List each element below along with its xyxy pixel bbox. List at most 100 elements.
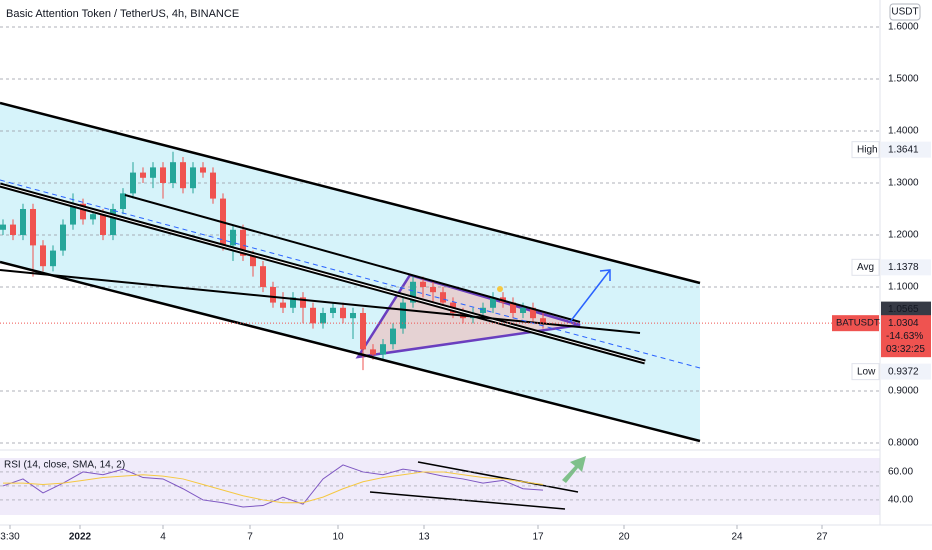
last-value: 1.0565 xyxy=(888,304,919,315)
candle-body xyxy=(280,302,286,308)
y-tick-label: 1.6000 xyxy=(888,22,919,33)
x-tick-label: 27 xyxy=(816,532,828,543)
rsi-tick-label: 40.00 xyxy=(888,495,913,506)
candle-body xyxy=(330,307,336,313)
candle-body xyxy=(260,266,266,287)
high-name-box xyxy=(851,141,880,159)
rsi-trend xyxy=(417,461,579,493)
current-change: -14.63% xyxy=(886,331,923,342)
rsi-title: RSI (14, close, SMA, 14, 2) xyxy=(4,460,125,471)
candle-body xyxy=(160,167,166,183)
candle-body xyxy=(310,307,316,324)
candle-body xyxy=(120,193,126,209)
labels: 1.6000 1.5000 1.4000 1.3000 1.2000 1.1000 0.90… xyxy=(0,22,931,543)
x-tick-label: 7 xyxy=(247,532,253,543)
channel-top xyxy=(0,101,701,285)
candle-body xyxy=(320,312,326,324)
channel-fill xyxy=(0,103,700,441)
current-countdown: 03:32:25 xyxy=(886,344,925,355)
current-name: BATUSDT xyxy=(836,318,880,329)
arrow xyxy=(569,269,611,323)
candle-body xyxy=(540,318,546,324)
dashed-line xyxy=(0,179,701,369)
high-box xyxy=(881,141,931,158)
grid xyxy=(0,26,880,444)
x-tick-label: 17 xyxy=(532,532,544,543)
candle-body xyxy=(10,224,16,235)
current-value: 1.0304 xyxy=(888,318,919,329)
y-tick-label: 1.4000 xyxy=(888,126,919,137)
candle-body xyxy=(100,214,106,235)
arrow-head xyxy=(599,269,611,281)
high-value: 1.3641 xyxy=(888,144,919,155)
candle-body xyxy=(110,208,116,235)
rsi-line xyxy=(3,471,544,504)
x-tick-label: 4 xyxy=(160,532,166,543)
candle-body xyxy=(20,208,26,235)
low-value: 0.9372 xyxy=(888,366,919,377)
candle-body xyxy=(440,292,446,303)
candle-body xyxy=(380,344,386,355)
candle-body xyxy=(350,312,356,319)
rsi-tick-label: 60.00 xyxy=(888,467,913,478)
x-tick-label: 24 xyxy=(731,532,743,543)
candle-body xyxy=(520,307,526,313)
x-tick-label: 3:30 xyxy=(0,532,20,543)
avg-value: 1.1378 xyxy=(888,262,919,273)
y-tick-label: 0.9000 xyxy=(888,386,919,397)
trend-line xyxy=(124,194,581,323)
candle-body xyxy=(50,250,56,267)
candle-body xyxy=(390,328,396,345)
candle-body xyxy=(190,167,196,189)
x-tick-label: 2022 xyxy=(69,532,92,543)
y-tick-label: 1.2000 xyxy=(888,230,919,241)
low-name-box xyxy=(851,363,880,381)
y-tick-label: 1.1000 xyxy=(888,282,919,293)
rsi-band xyxy=(0,458,880,515)
candle-body xyxy=(270,286,276,303)
candle-body xyxy=(530,307,536,319)
candle-body xyxy=(180,162,186,189)
rsi-trend xyxy=(369,491,566,510)
candle-body xyxy=(90,214,96,220)
candle-body xyxy=(400,302,406,329)
currency-box xyxy=(889,3,921,21)
candle-body xyxy=(340,307,346,319)
avg-box xyxy=(881,259,931,276)
current-box xyxy=(881,315,931,358)
channel-bottom xyxy=(0,260,701,443)
candle-body xyxy=(240,229,246,256)
candle-body xyxy=(150,167,156,178)
x-tick-label: 10 xyxy=(332,532,344,543)
current-name-box xyxy=(832,315,879,332)
green-arrow xyxy=(562,456,586,483)
candle-body xyxy=(410,281,416,303)
candle-body xyxy=(0,224,6,230)
candle-body xyxy=(60,224,66,251)
last-box xyxy=(881,301,931,318)
candle-body xyxy=(250,255,256,267)
currency: USDT xyxy=(891,7,918,18)
candle-body xyxy=(210,172,216,199)
y-tick-label: 1.5000 xyxy=(888,74,919,85)
marker-dot xyxy=(497,286,503,292)
candle-body xyxy=(360,312,366,350)
candle-body xyxy=(490,297,496,308)
candle-body xyxy=(370,349,376,355)
low-box xyxy=(881,363,931,380)
candle-body xyxy=(40,245,46,267)
candle-body xyxy=(480,307,486,313)
y-tick-label: 0.8000 xyxy=(888,438,919,449)
candle-body xyxy=(300,297,306,308)
candle-body xyxy=(170,162,176,183)
y-tick-label: 1.3000 xyxy=(888,178,919,189)
candle-body xyxy=(230,229,236,246)
x-tick-label: 13 xyxy=(418,532,430,543)
candle-body xyxy=(70,203,76,225)
x-tick-label: 20 xyxy=(618,532,630,543)
high-name: High xyxy=(857,144,878,155)
trend-line xyxy=(0,269,641,334)
chart-title: Basic Attention Token / TetherUS, 4h, BI… xyxy=(6,8,239,20)
candle-body xyxy=(420,281,426,287)
